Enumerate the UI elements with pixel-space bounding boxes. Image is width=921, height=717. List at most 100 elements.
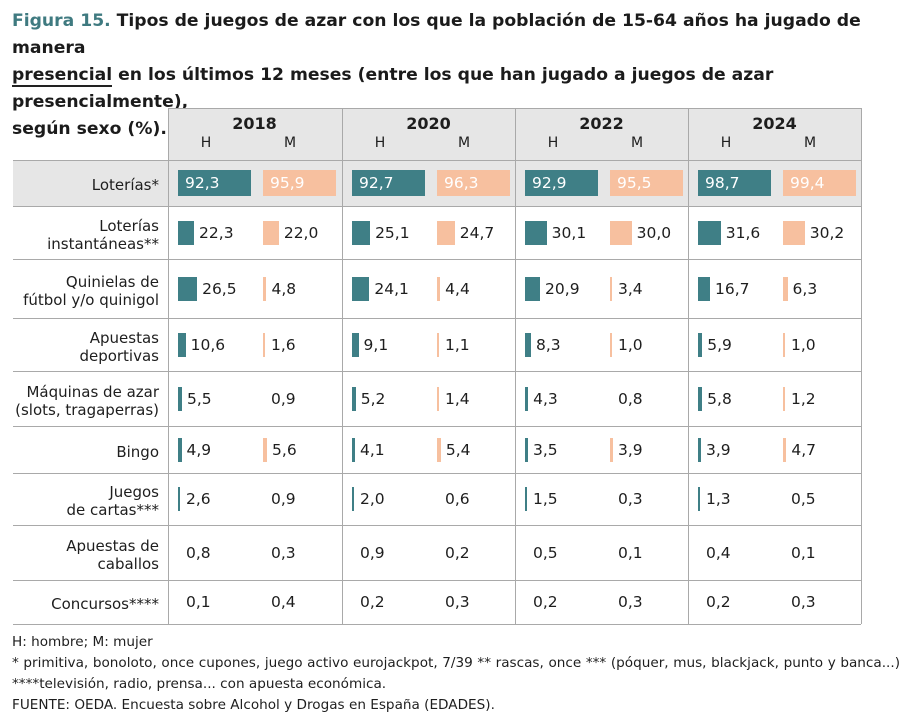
sex-header: M — [457, 135, 471, 151]
row-label: Quinielas de — [65, 272, 159, 291]
bar-h — [178, 170, 251, 196]
value-label: 8,3 — [535, 335, 561, 354]
bar-m — [263, 332, 265, 357]
value-label: 4,3 — [533, 389, 558, 408]
value-label: 0,8 — [618, 389, 643, 408]
bar-h — [352, 220, 371, 245]
bar-h — [352, 276, 370, 301]
row-label: Loterías* — [91, 176, 159, 194]
sex-header: M — [803, 135, 817, 151]
bar-h — [525, 170, 598, 196]
value-label: 0,3 — [618, 490, 643, 508]
value-label: 24,1 — [374, 279, 409, 298]
bar-h — [525, 487, 527, 511]
bar-m — [783, 220, 805, 245]
row-label: instantáneas** — [47, 234, 159, 253]
value-label: 1,3 — [706, 490, 731, 508]
value-label: 0,3 — [271, 543, 296, 562]
row-label: Juegos — [109, 483, 159, 501]
value-label: 5,5 — [186, 389, 212, 408]
value-label: 0,3 — [445, 593, 470, 611]
value-label: 1,1 — [445, 335, 470, 354]
sex-header: M — [283, 135, 297, 151]
bar-h — [178, 386, 182, 411]
bar-m — [263, 437, 268, 462]
value-label: 4,8 — [271, 279, 297, 298]
value-label: 0,2 — [360, 593, 385, 611]
value-label: 1,2 — [791, 389, 816, 408]
year-header: 2024 — [752, 114, 797, 133]
sex-header: H — [200, 135, 212, 151]
value-label: 1,4 — [445, 389, 470, 408]
bar-m — [610, 220, 632, 245]
value-label: 92,9 — [532, 174, 567, 192]
bar-m — [437, 220, 455, 245]
year-header: 2022 — [579, 114, 624, 133]
row-label: fútbol y/o quinigol — [23, 290, 159, 309]
figure-label: Figura 15. — [12, 11, 111, 31]
value-label: 4,1 — [360, 440, 385, 459]
bar-m — [437, 437, 441, 462]
bar-m — [610, 332, 612, 357]
value-label: 1,0 — [618, 335, 643, 354]
title-underlined-word: presencial — [12, 65, 113, 87]
value-label: 92,7 — [359, 174, 394, 192]
value-label: 99,4 — [790, 174, 825, 192]
bar-m — [610, 170, 683, 196]
bar-h — [352, 332, 359, 357]
bar-h — [178, 220, 195, 245]
bar-h — [178, 276, 198, 301]
value-label: 96,3 — [444, 174, 479, 192]
title-line-2: en los últimos 12 meses (entre los que h… — [12, 65, 774, 112]
bar-h — [698, 437, 701, 462]
year-header: 2020 — [406, 114, 451, 133]
value-label: 1,6 — [271, 335, 296, 354]
value-label: 0,6 — [445, 490, 470, 508]
value-label: 0,1 — [186, 593, 211, 611]
sex-header: H — [374, 135, 386, 151]
bar-m — [437, 386, 439, 411]
bar-h — [352, 386, 356, 411]
value-label: 0,2 — [445, 543, 470, 562]
value-label: 1,0 — [791, 335, 816, 354]
value-label: 0,4 — [271, 593, 296, 611]
notes: H: hombre; M: mujer * primitiva, bonolot… — [12, 632, 900, 716]
bar-h — [698, 276, 711, 301]
footnote: * primitiva, bonoloto, once cupones, jue… — [12, 655, 900, 692]
bar-h — [178, 437, 182, 462]
value-label: 5,9 — [707, 335, 732, 354]
value-label: 3,4 — [618, 279, 643, 298]
value-label: 0,3 — [791, 593, 816, 611]
value-label: 0,9 — [360, 543, 385, 562]
row-label: Concursos**** — [51, 595, 159, 613]
value-label: 0,9 — [271, 389, 296, 408]
bar-m — [783, 170, 856, 196]
bar-m — [783, 386, 785, 411]
value-label: 3,9 — [618, 440, 643, 459]
value-label: 0,2 — [533, 593, 558, 611]
value-label: 0,3 — [618, 593, 643, 611]
value-label: 5,8 — [707, 389, 732, 408]
bar-h — [525, 220, 547, 245]
value-label: 0,2 — [706, 593, 731, 611]
value-label: 31,6 — [725, 223, 761, 242]
bar-h — [352, 170, 425, 196]
row-label: de cartas*** — [66, 501, 159, 519]
value-label: 30,2 — [809, 223, 845, 242]
value-label: 0,5 — [791, 490, 816, 508]
header-background — [168, 108, 861, 160]
value-label: 0,5 — [533, 543, 558, 562]
sex-header: H — [720, 135, 732, 151]
bar-m — [783, 437, 787, 462]
value-label: 22,3 — [199, 223, 234, 242]
bar-h — [178, 487, 180, 511]
value-label: 24,7 — [459, 223, 495, 242]
value-label: 9,1 — [363, 335, 389, 354]
sex-header: M — [630, 135, 644, 151]
value-label: 30,0 — [636, 223, 672, 242]
row-label: deportivas — [79, 346, 159, 365]
value-label: 6,3 — [792, 279, 818, 298]
value-label: 0,8 — [186, 543, 211, 562]
value-label: 16,7 — [715, 279, 750, 298]
